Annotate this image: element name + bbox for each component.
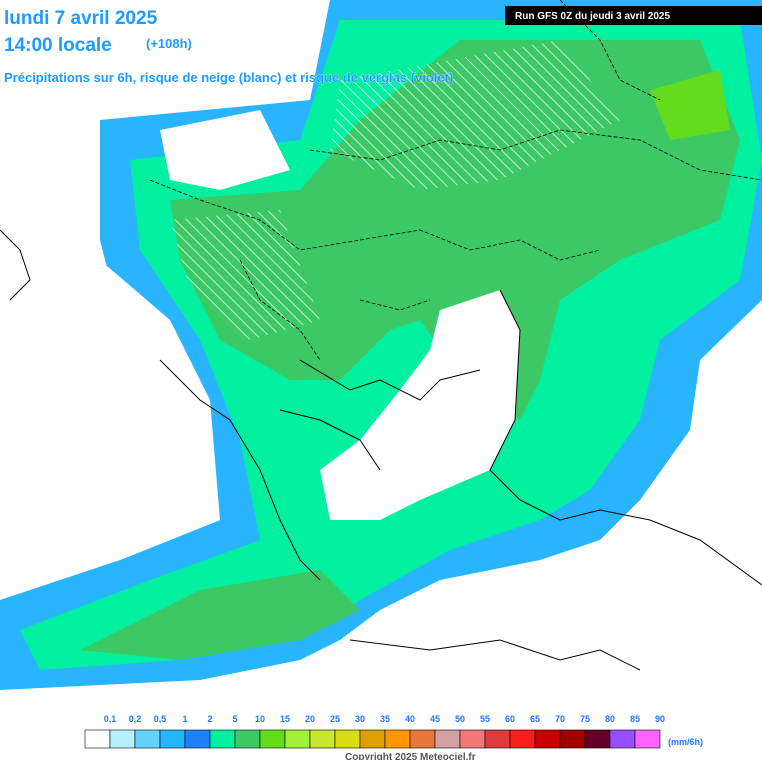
legend-swatch	[134, 729, 161, 749]
run-box	[505, 6, 762, 25]
legend-label: 50	[455, 714, 465, 724]
legend-swatch	[234, 729, 261, 749]
legend-label: 5	[232, 714, 237, 724]
legend-label: 30	[355, 714, 365, 724]
legend-label: 1	[182, 714, 187, 724]
legend-swatch	[159, 729, 186, 749]
time: 14:00 locale	[4, 35, 112, 56]
legend-swatch	[484, 729, 511, 749]
legend-label: 65	[530, 714, 540, 724]
legend-label: 0,5	[154, 714, 167, 724]
legend-label: 2	[207, 714, 212, 724]
legend-swatch	[409, 729, 436, 749]
legend-swatch	[434, 729, 461, 749]
legend-label: 20	[305, 714, 315, 724]
legend-label: 0,1	[104, 714, 117, 724]
legend-label: 90	[655, 714, 665, 724]
legend-swatch	[384, 729, 411, 749]
coastlines	[0, 0, 762, 671]
legend-swatch	[634, 729, 661, 749]
legend-swatch	[459, 729, 486, 749]
legend-swatch	[609, 729, 636, 749]
legend-label: 85	[630, 714, 640, 724]
legend-label: 45	[430, 714, 440, 724]
legend-swatch	[284, 729, 311, 749]
legend-swatch	[334, 729, 361, 749]
legend-swatch	[359, 729, 386, 749]
legend-label: 15	[280, 714, 290, 724]
legend-unit: (mm/6h)	[668, 737, 703, 747]
legend-label: 40	[405, 714, 415, 724]
legend-swatch	[109, 729, 136, 749]
legend-swatch	[309, 729, 336, 749]
legend-swatch	[509, 729, 536, 749]
legend-swatch	[184, 729, 211, 749]
legend-label: 75	[580, 714, 590, 724]
legend-label: 80	[605, 714, 615, 724]
legend-swatch	[559, 729, 586, 749]
legend-label: 35	[380, 714, 390, 724]
legend-swatch	[259, 729, 286, 749]
legend-label: 70	[555, 714, 565, 724]
legend-label: 55	[480, 714, 490, 724]
legend-swatch	[584, 729, 611, 749]
legend-swatch	[209, 729, 236, 749]
run-label: Run GFS 0Z du jeudi 3 avril 2025	[515, 11, 670, 22]
legend-swatch	[534, 729, 561, 749]
subtitle: Précipitations sur 6h, risque de neige (…	[4, 70, 453, 85]
legend-label: 0,2	[129, 714, 142, 724]
legend-label: 10	[255, 714, 265, 724]
legend-label: 60	[505, 714, 515, 724]
legend-label: 25	[330, 714, 340, 724]
date: lundi 7 avril 2025	[4, 8, 158, 29]
legend: 0,1 0,2 0,5 1 2 5 10 15 20 25 30 35 40 45 50 55 60 65 70 75…	[84, 714, 665, 749]
copyright: Copyright 2025 Meteociel.fr	[345, 752, 476, 760]
lead-time: (+108h)	[146, 36, 192, 51]
legend-swatch	[84, 729, 111, 749]
